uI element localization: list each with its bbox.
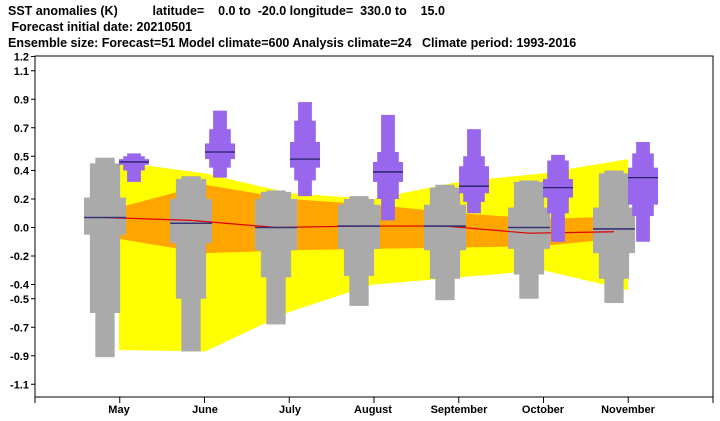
forecast-iqr — [459, 166, 489, 194]
climate-iqr — [84, 197, 126, 235]
forecast-iqr — [290, 142, 320, 168]
y-tick-label: -0.7 — [10, 322, 29, 334]
forecast-box — [373, 114, 403, 221]
forecast-box — [290, 102, 320, 197]
forecast-iqr — [205, 143, 235, 160]
y-tick-label: -0.2 — [10, 251, 29, 263]
y-tick-label: 0.0 — [14, 223, 29, 235]
y-tick-label: 0.9 — [14, 94, 29, 106]
y-tick-label: -0.4 — [10, 280, 30, 292]
forecast-date-line: Forecast initial date: 20210501 — [8, 20, 193, 34]
forecast-box — [543, 154, 573, 242]
climate-iqr — [255, 199, 297, 251]
y-tick-label: 1.2 — [14, 52, 29, 64]
climate-box — [255, 190, 297, 325]
chart-title: SST anomalies (K) latitude= 0.0 to -20.0… — [8, 4, 445, 18]
forecast-box — [119, 153, 149, 182]
y-tick-label: -1.1 — [10, 379, 29, 391]
climate-box — [338, 196, 380, 306]
y-tick-label: -0.5 — [10, 294, 29, 306]
x-tick-label: November — [601, 404, 656, 416]
climate-box — [593, 170, 635, 304]
climate-box — [508, 180, 550, 299]
climate-box — [84, 157, 126, 358]
x-tick-label: May — [108, 404, 130, 416]
forecast-iqr — [628, 167, 658, 205]
ensemble-info-line: Ensemble size: Forecast=51 Model climate… — [8, 36, 577, 50]
forecast-box — [459, 129, 489, 214]
forecast-iqr — [543, 179, 573, 198]
x-tick-label: July — [279, 404, 302, 416]
climate-box — [424, 184, 466, 301]
forecast-box — [628, 142, 658, 242]
x-tick-label: June — [192, 404, 218, 416]
x-tick-label: October — [522, 404, 565, 416]
y-tick-label: 1.1 — [14, 66, 29, 78]
y-tick-label: 0.2 — [14, 194, 29, 206]
y-tick-label: 0.5 — [14, 151, 29, 163]
x-tick-label: August — [354, 404, 392, 416]
x-tick-label: September — [431, 404, 489, 416]
climate-iqr — [593, 207, 635, 254]
y-tick-label: -0.9 — [10, 351, 29, 363]
y-tick-label: 0.7 — [14, 123, 29, 135]
forecast-box — [205, 110, 235, 178]
climate-iqr — [508, 207, 550, 249]
climate-p5-p95 — [89, 163, 121, 313]
y-tick-label: 0.4 — [14, 166, 30, 178]
